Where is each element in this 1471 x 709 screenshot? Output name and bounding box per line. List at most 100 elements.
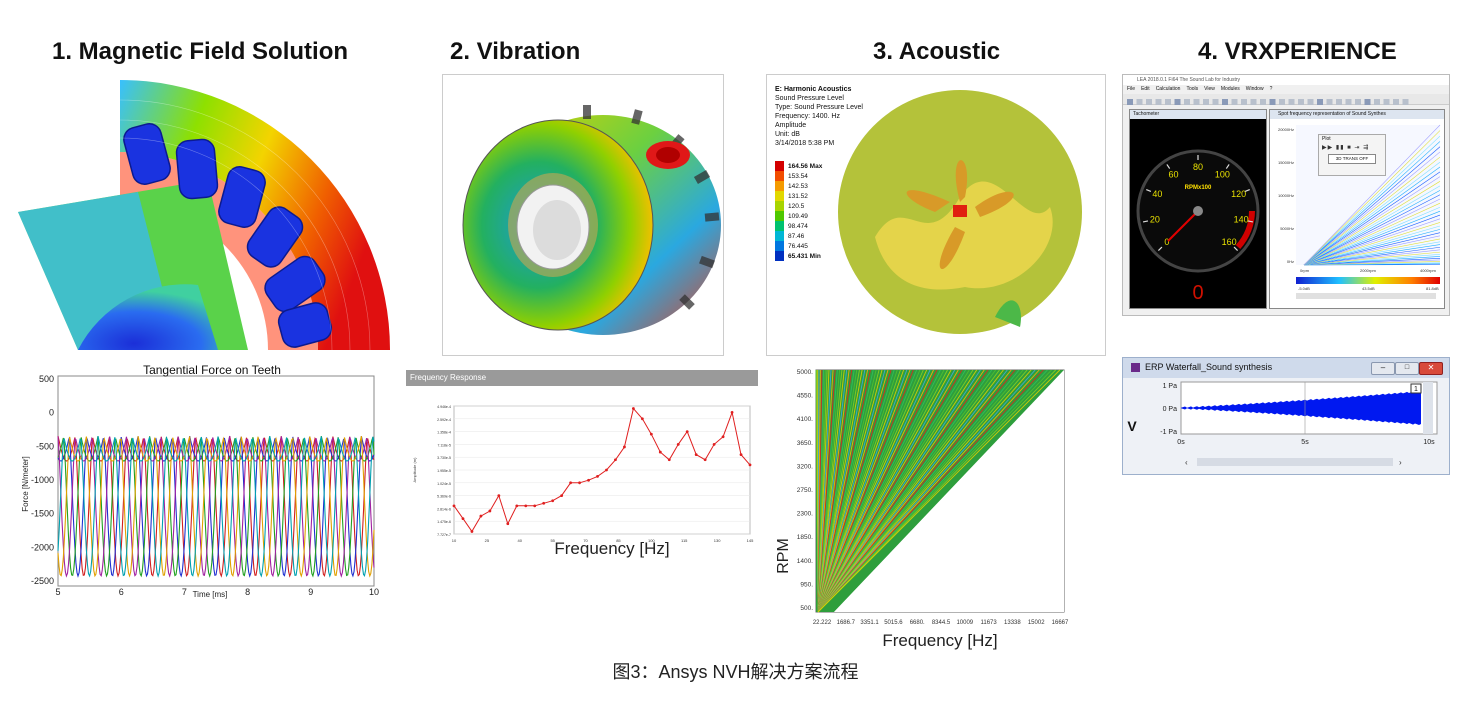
- toolbar-button[interactable]: [1241, 99, 1247, 105]
- toolbar-button[interactable]: [1383, 99, 1390, 105]
- harmonic-line: [1303, 185, 1441, 266]
- order-line: [817, 369, 993, 613]
- gauge-tick-mark: [1142, 220, 1149, 223]
- menu-item[interactable]: ?: [1269, 86, 1273, 92]
- fr-point: [596, 475, 599, 478]
- gauge-tick: 140: [1234, 215, 1249, 225]
- order-line: [817, 369, 892, 613]
- toolbar-button[interactable]: [1127, 99, 1133, 105]
- campbell-ytick: 5000.: [797, 369, 813, 376]
- fr-ytick: 3.730e-5: [437, 456, 451, 460]
- order-line: [817, 369, 948, 613]
- campbell-xtick: 16667: [1052, 620, 1069, 626]
- toolbar-button[interactable]: [1146, 99, 1152, 105]
- toolbar-button[interactable]: [1260, 99, 1266, 105]
- legend-swatch: [775, 211, 784, 221]
- toolbar-button[interactable]: [1402, 99, 1409, 105]
- order-line: [817, 369, 904, 613]
- toolbar-button[interactable]: [1165, 99, 1171, 105]
- toolbar-button[interactable]: [1174, 99, 1181, 105]
- toolbar-button[interactable]: [1374, 99, 1380, 105]
- toolbar-button[interactable]: [1203, 99, 1209, 105]
- harmonic-line: [1303, 194, 1441, 266]
- toolbar-button[interactable]: [1279, 99, 1285, 105]
- order-line: [817, 369, 877, 613]
- campbell-ytick: 1400.: [797, 558, 813, 565]
- campbell-ytick: 3200.: [797, 463, 813, 470]
- legend-label: 98.474: [788, 222, 808, 230]
- scroll-right-icon[interactable]: ›: [1399, 458, 1402, 467]
- close-button[interactable]: ✕: [1419, 362, 1443, 375]
- frequency-response-titlebar: Frequency Response: [406, 370, 758, 386]
- gauge-tick: 60: [1169, 169, 1179, 179]
- toolbar-button[interactable]: [1184, 99, 1190, 105]
- toolbar-button[interactable]: [1355, 99, 1361, 105]
- toolbar-button[interactable]: [1222, 99, 1228, 105]
- legend-label: 76.445: [788, 242, 808, 250]
- step3-title: 3. Acoustic: [873, 38, 1001, 65]
- order-line: [817, 369, 1016, 613]
- vertical-scrollbar[interactable]: [1423, 382, 1433, 434]
- toolbar-button[interactable]: [1326, 99, 1333, 105]
- menu-item[interactable]: Tools: [1186, 86, 1199, 92]
- toolbar-button[interactable]: [1250, 99, 1257, 105]
- toolbar-button[interactable]: [1364, 99, 1371, 105]
- scroll-left-icon[interactable]: ‹: [1185, 458, 1188, 467]
- harmonic-line: [1303, 141, 1441, 266]
- horizontal-scrollbar[interactable]: [1197, 458, 1393, 466]
- menu-item[interactable]: View: [1204, 86, 1215, 92]
- order-line: [817, 369, 871, 613]
- toolbar-button[interactable]: [1231, 99, 1238, 105]
- order-line: [817, 369, 928, 613]
- fr-xtick: 100: [648, 538, 655, 543]
- toolbar-button[interactable]: [1155, 99, 1162, 105]
- order-line: [817, 369, 883, 613]
- legend-label: 87.46: [788, 232, 805, 240]
- toolbar-button[interactable]: [1298, 99, 1304, 105]
- fr-ytick: 4.946e-4: [437, 405, 451, 409]
- fr-xtick: 115: [681, 538, 688, 543]
- fr-ytick: 7.727e-7: [437, 533, 451, 537]
- order-line: [817, 369, 966, 613]
- menu-item[interactable]: File: [1127, 86, 1136, 92]
- channel-badge: 1: [1414, 386, 1418, 393]
- erp-ytick: 0 Pa: [1163, 406, 1178, 413]
- fr-point: [461, 517, 465, 521]
- menu-item[interactable]: Edit: [1141, 86, 1150, 92]
- toolbar-button[interactable]: [1393, 99, 1399, 105]
- trans-toggle-button[interactable]: 3D TRANS OFF: [1328, 154, 1376, 164]
- vrx-toolbar: [1123, 94, 1449, 105]
- toolbar-button[interactable]: [1345, 99, 1352, 105]
- toolbar-button[interactable]: [1212, 99, 1219, 105]
- order-line: [817, 369, 924, 613]
- maximize-button[interactable]: □: [1395, 362, 1419, 375]
- legend-entry: 153.54: [775, 171, 822, 181]
- fr-xtick: 10: [452, 538, 457, 543]
- side-collapse-tab[interactable]: V: [1127, 418, 1137, 434]
- fr-point: [748, 463, 752, 467]
- plot-popup-controls[interactable]: ▶▶ ▮▮ ■ ⇥ ⇶: [1322, 145, 1370, 151]
- campbell-xtick: 3351.1: [860, 620, 879, 626]
- fr-point: [605, 468, 608, 472]
- minimize-button[interactable]: –: [1371, 362, 1395, 375]
- acoustic-legend-title: E: Harmonic Acoustics: [775, 86, 852, 93]
- fr-ytick: 1.358e-4: [437, 431, 451, 435]
- toolbar-button[interactable]: [1336, 99, 1342, 105]
- digital-readout: 0: [1192, 282, 1203, 304]
- menu-item[interactable]: Modules: [1220, 86, 1240, 92]
- order-line: [817, 369, 1061, 613]
- toolbar-button[interactable]: [1317, 99, 1323, 105]
- toolbar-button[interactable]: [1136, 99, 1143, 105]
- toolbar-button[interactable]: [1288, 99, 1295, 105]
- toolbar-button[interactable]: [1193, 99, 1200, 105]
- harmonic-line: [1303, 254, 1441, 266]
- fr-xtick: 25: [485, 538, 490, 543]
- force-curve: [57, 435, 375, 578]
- menu-item[interactable]: Window: [1245, 86, 1264, 92]
- menu-item[interactable]: Calculation: [1155, 86, 1181, 92]
- fr-point: [506, 522, 510, 526]
- toolbar-button[interactable]: [1269, 99, 1276, 105]
- harmonic-line: [1303, 229, 1441, 266]
- gauge-tick: 0: [1164, 237, 1169, 247]
- toolbar-button[interactable]: [1307, 99, 1314, 105]
